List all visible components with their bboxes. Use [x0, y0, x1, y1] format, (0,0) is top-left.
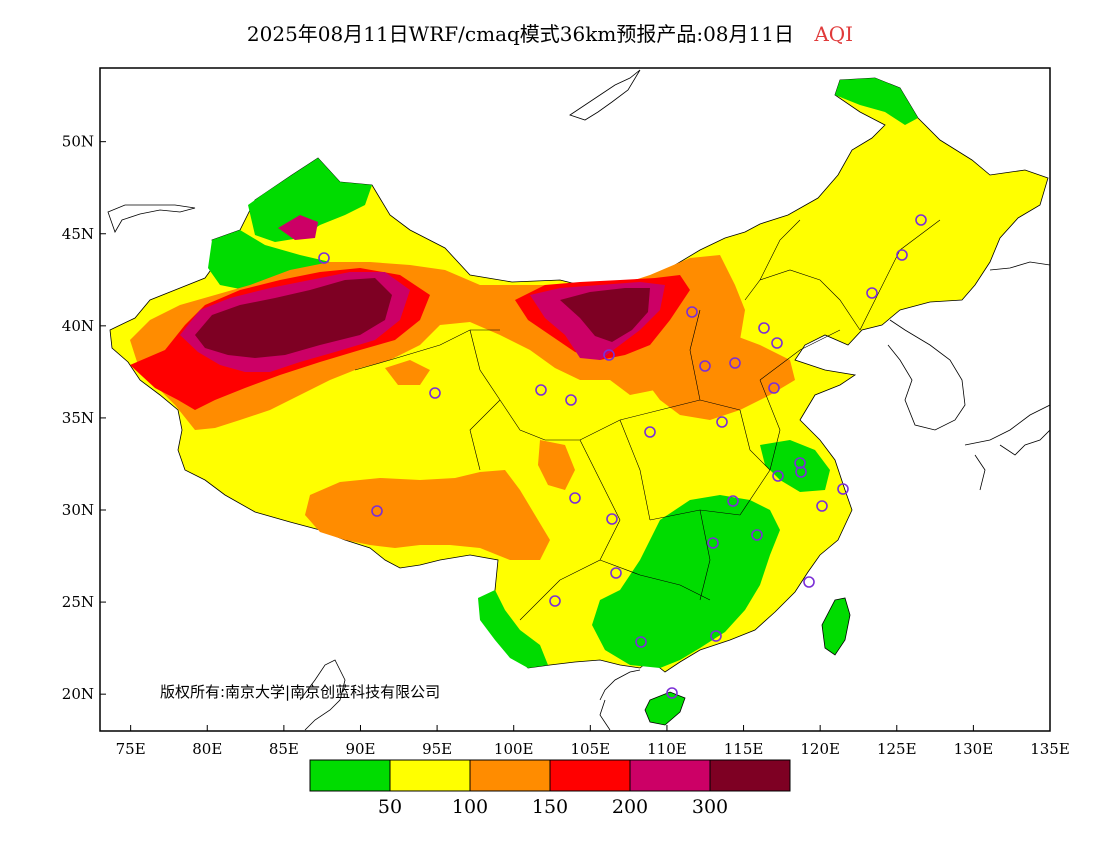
city-marker	[569, 492, 581, 504]
y-tick-label: 50N	[62, 133, 94, 151]
zone-orange-ncp	[640, 330, 795, 420]
city-marker	[699, 360, 711, 372]
x-tick-label: 135E	[1030, 740, 1070, 758]
vietnam-coast-outline	[599, 669, 641, 731]
x-tick-label: 80E	[192, 740, 222, 758]
legend-label: 300	[692, 796, 728, 818]
x-tick-label: 100E	[494, 740, 534, 758]
legend-swatch	[389, 759, 471, 792]
legend-label: 100	[452, 796, 488, 818]
y-tick-label: 45N	[62, 225, 94, 243]
city-marker	[549, 595, 561, 607]
x-tick-label: 95E	[422, 740, 452, 758]
city-marker	[795, 466, 807, 478]
city-marker	[606, 513, 618, 525]
y-tick-label: 30N	[62, 501, 94, 519]
province-boundaries	[354, 219, 941, 621]
legend-swatch	[629, 759, 711, 792]
city-marker	[707, 537, 719, 549]
y-tick-label: 25N	[62, 593, 94, 611]
city-marker	[666, 687, 678, 699]
zone-maroon-alxa	[560, 288, 650, 342]
legend-label: 50	[378, 796, 402, 818]
x-tick-label: 110E	[647, 740, 687, 758]
map-frame-border	[99, 67, 1051, 732]
y-tick-label: 20N	[62, 685, 94, 703]
zone-green-yunnan	[478, 590, 548, 668]
x-tick-label: 85E	[269, 740, 299, 758]
city-marker	[644, 426, 656, 438]
india-outline	[299, 659, 346, 731]
city-marker	[915, 214, 927, 226]
city-marker	[866, 287, 878, 299]
taiwan-island	[821, 597, 851, 656]
korea-outline	[887, 319, 966, 431]
city-marker	[803, 576, 815, 588]
city-marker	[896, 249, 908, 261]
legend-swatch	[549, 759, 631, 792]
zone-maroon-tarim	[195, 278, 392, 358]
zone-green-altai	[248, 158, 372, 242]
city-marker	[610, 567, 622, 579]
city-marker	[758, 322, 770, 334]
city-marker	[603, 349, 615, 361]
legend-label: 150	[532, 796, 568, 818]
russia-coast-outline	[989, 261, 1050, 271]
zone-green-south	[592, 495, 780, 668]
city-marker	[710, 630, 722, 642]
zone-green-east	[760, 440, 830, 492]
city-marker	[535, 384, 547, 396]
y-tick-label: 35N	[62, 409, 94, 427]
city-marker	[751, 529, 763, 541]
x-tick-label: 125E	[877, 740, 917, 758]
caspian-outline	[107, 204, 196, 233]
city-marker	[771, 337, 783, 349]
variable-label: AQI	[814, 22, 854, 46]
zone-orange-qinghai	[385, 360, 430, 385]
aqi-legend: 50 100 150 200 300	[309, 759, 791, 818]
legend-swatch	[469, 759, 551, 792]
zone-orange-sichuan	[538, 440, 575, 490]
city-marker	[794, 457, 806, 469]
x-tick-label: 90E	[345, 740, 375, 758]
y-axis: 50N 45N 40N 35N 30N 25N 20N	[62, 133, 106, 703]
city-marker	[318, 252, 330, 264]
zone-orange-tibet	[305, 470, 550, 560]
city-marker	[371, 505, 383, 517]
city-marker	[729, 357, 741, 369]
lake-baikal-outline	[569, 69, 641, 121]
legend-label: 200	[612, 796, 648, 818]
city-marker	[816, 500, 828, 512]
y-tick-label: 40N	[62, 317, 94, 335]
zone-magenta-hotspot-nw	[278, 215, 318, 240]
city-marker	[686, 306, 698, 318]
map-layers	[107, 69, 1050, 731]
city-marker	[727, 495, 739, 507]
x-axis: 75E 80E 85E 90E 95E 100E 105E 110E 115E 120E 125E 1…	[116, 725, 1070, 758]
city-marker	[768, 382, 780, 394]
x-tick-label: 120E	[800, 740, 840, 758]
x-tick-label: 130E	[954, 740, 994, 758]
city-marker	[429, 387, 441, 399]
japan-outline	[964, 404, 1050, 491]
city-markers	[318, 214, 927, 699]
x-tick-label: 115E	[724, 740, 764, 758]
city-marker	[635, 636, 647, 648]
city-marker	[716, 416, 728, 428]
city-marker	[772, 470, 784, 482]
city-marker	[837, 483, 849, 495]
x-tick-label: 75E	[116, 740, 146, 758]
zone-green-northeast	[835, 78, 918, 125]
legend-swatch	[309, 759, 391, 792]
title-text: 2025年08月11日WRF/cmaq模式36km预报产品:08月11日	[246, 22, 794, 46]
x-tick-label: 105E	[571, 740, 611, 758]
copyright-credit: 版权所有:南京大学|南京创蓝科技有限公司	[160, 683, 440, 701]
map-title: 2025年08月11日WRF/cmaq模式36km预报产品:08月11日 AQI	[0, 18, 1100, 47]
legend-swatch	[709, 759, 791, 792]
hainan-island	[644, 691, 686, 726]
city-marker	[565, 394, 577, 406]
